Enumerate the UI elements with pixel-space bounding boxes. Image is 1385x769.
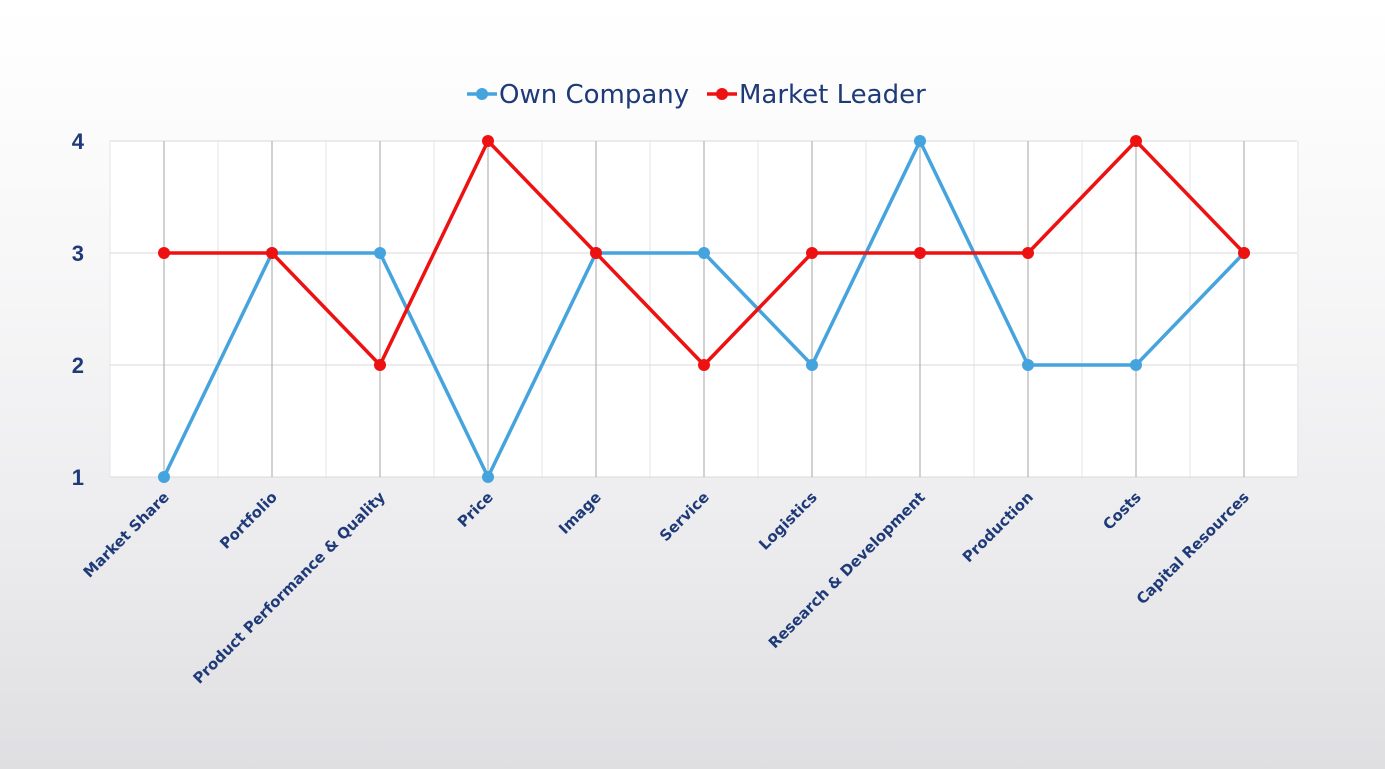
data-point (374, 359, 386, 371)
y-tick-label: 2 (72, 353, 84, 378)
legend-label: Market Leader (739, 80, 926, 110)
x-tick-label: Service (656, 488, 713, 545)
legend-item-own-company: Own Company (467, 80, 689, 110)
legend-item-market-leader: Market Leader (707, 80, 926, 110)
data-point (1130, 135, 1142, 147)
x-tick-label: Product Performance & Quality (189, 488, 389, 688)
data-point (914, 247, 926, 259)
x-tick-label: Price (454, 488, 497, 531)
data-point (482, 135, 494, 147)
x-tick-label: Production (959, 488, 1037, 566)
data-point (698, 359, 710, 371)
data-point (374, 247, 386, 259)
data-point (158, 247, 170, 259)
legend: Own Company Market Leader (467, 80, 926, 110)
y-tick-label: 3 (72, 241, 84, 266)
data-point (1022, 359, 1034, 371)
data-point (1130, 359, 1142, 371)
y-tick-label: 4 (72, 129, 85, 154)
data-point (266, 247, 278, 259)
x-tick-label: Capital Resources (1133, 488, 1253, 608)
data-point (1238, 247, 1250, 259)
data-point (806, 247, 818, 259)
data-point (914, 135, 926, 147)
data-point (590, 247, 602, 259)
data-point (806, 359, 818, 371)
x-tick-label: Image (555, 488, 605, 538)
x-tick-label: Costs (1099, 488, 1145, 534)
data-point (482, 471, 494, 483)
legend-label: Own Company (499, 80, 689, 110)
data-point (158, 471, 170, 483)
x-tick-label: Logistics (755, 488, 821, 554)
legend-marker-icon (716, 88, 728, 100)
legend-marker-icon (476, 88, 488, 100)
data-point (1022, 247, 1034, 259)
data-point (698, 247, 710, 259)
x-tick-label: Market Share (80, 488, 173, 581)
x-tick-label: Portfolio (216, 488, 281, 553)
y-tick-label: 1 (72, 465, 84, 490)
